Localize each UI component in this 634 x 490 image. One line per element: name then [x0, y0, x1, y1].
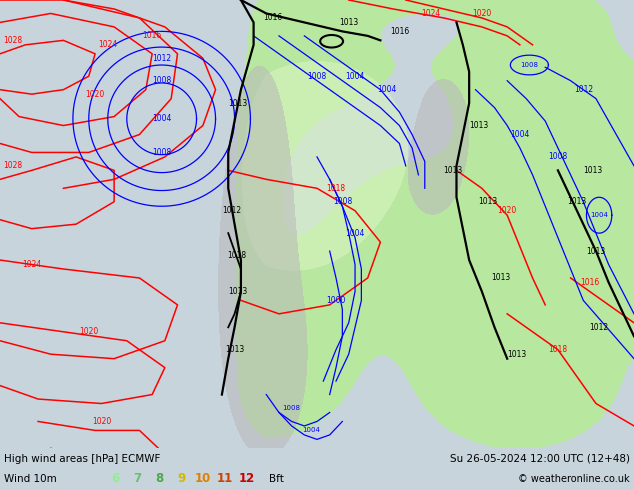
Text: 1020: 1020	[86, 90, 105, 98]
Text: 1013: 1013	[507, 350, 526, 359]
Text: 1013: 1013	[228, 287, 247, 296]
Text: 1012: 1012	[222, 206, 241, 215]
Text: 1024: 1024	[22, 260, 41, 269]
Text: 1013: 1013	[567, 197, 586, 206]
Text: 1013: 1013	[228, 98, 247, 108]
Text: 10: 10	[195, 472, 211, 485]
Text: 1016: 1016	[263, 13, 282, 23]
Text: 1008: 1008	[152, 76, 171, 85]
Text: 1018: 1018	[227, 251, 246, 260]
Text: 1000: 1000	[327, 296, 346, 305]
Text: 1013: 1013	[479, 197, 498, 206]
Text: 1013: 1013	[583, 166, 602, 175]
Text: Bft: Bft	[269, 474, 284, 484]
Text: 1004: 1004	[377, 85, 396, 94]
Text: 1016: 1016	[580, 278, 599, 287]
Text: 1012: 1012	[152, 54, 171, 63]
Text: 1013: 1013	[469, 121, 488, 130]
Text: 1013: 1013	[339, 18, 358, 27]
Text: High wind areas [hPa] ECMWF: High wind areas [hPa] ECMWF	[4, 454, 160, 464]
Text: 1008: 1008	[333, 197, 352, 206]
Text: 1004: 1004	[302, 427, 320, 434]
Text: 1012: 1012	[574, 85, 593, 94]
Text: 9: 9	[177, 472, 185, 485]
Text: 8: 8	[155, 472, 163, 485]
Text: 1016: 1016	[143, 31, 162, 40]
Text: 1020: 1020	[79, 327, 98, 336]
Text: 1020: 1020	[472, 9, 491, 18]
Text: 7: 7	[133, 472, 141, 485]
Text: 1024: 1024	[422, 9, 441, 18]
Text: 1028: 1028	[3, 161, 22, 171]
Text: 1008: 1008	[548, 152, 567, 161]
Text: 1028: 1028	[3, 36, 22, 45]
Text: 1004: 1004	[590, 212, 608, 218]
Text: 1004: 1004	[510, 130, 529, 139]
Text: 1024: 1024	[98, 40, 117, 49]
Text: Su 26-05-2024 12:00 UTC (12+48): Su 26-05-2024 12:00 UTC (12+48)	[450, 454, 630, 464]
Text: 1013: 1013	[586, 246, 605, 256]
Text: Wind 10m: Wind 10m	[4, 474, 57, 484]
Text: 1008: 1008	[283, 405, 301, 411]
Text: 1013: 1013	[491, 273, 510, 282]
Text: 1013: 1013	[225, 345, 244, 354]
Text: 6: 6	[111, 472, 119, 485]
Text: 1018: 1018	[327, 184, 346, 193]
Text: 1020: 1020	[92, 417, 111, 426]
Text: 1004: 1004	[152, 114, 171, 123]
Text: 1013: 1013	[444, 166, 463, 175]
Text: 12: 12	[239, 472, 255, 485]
Text: 1008: 1008	[152, 148, 171, 157]
Text: © weatheronline.co.uk: © weatheronline.co.uk	[519, 474, 630, 484]
Text: 1018: 1018	[548, 345, 567, 354]
Text: 1008: 1008	[521, 62, 538, 68]
Text: 1004: 1004	[346, 72, 365, 81]
Text: 1016: 1016	[390, 27, 409, 36]
Text: 1008: 1008	[307, 72, 327, 81]
Text: 11: 11	[217, 472, 233, 485]
Text: 1012: 1012	[590, 323, 609, 332]
Text: 1004: 1004	[346, 229, 365, 238]
Text: 1020: 1020	[498, 206, 517, 215]
